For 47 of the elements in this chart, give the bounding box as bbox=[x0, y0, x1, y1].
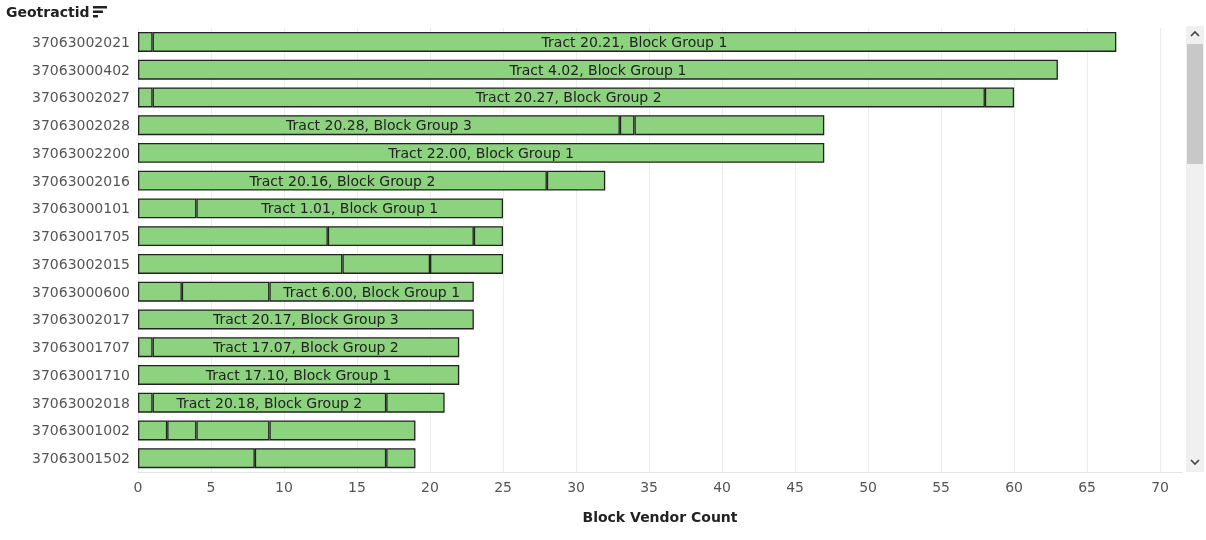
y-tick-label: 37063000101 bbox=[32, 200, 130, 217]
x-tick-label: 50 bbox=[859, 479, 877, 495]
bar bbox=[138, 142, 825, 163]
x-tick-label: 35 bbox=[640, 479, 658, 495]
y-tick-label: 37063001705 bbox=[32, 228, 130, 245]
data-label: Tract 17.07, Block Group 2 bbox=[212, 339, 399, 356]
data-label: Tract 20.28, Block Group 3 bbox=[285, 117, 472, 134]
data-label: Tract 20.17, Block Group 3 bbox=[212, 311, 399, 328]
y-tick-label: 37063002018 bbox=[32, 394, 130, 411]
y-tick-label: 37063000600 bbox=[32, 283, 130, 300]
x-tick-label: 0 bbox=[133, 479, 143, 495]
x-tick-label: 45 bbox=[786, 479, 804, 495]
x-tick-label: 15 bbox=[348, 479, 366, 495]
y-tick-label: 37063001502 bbox=[32, 450, 130, 467]
y-tick-label: 37063002015 bbox=[32, 255, 130, 272]
x-tick-label: 60 bbox=[1005, 479, 1023, 495]
data-label: Tract 6.00, Block Group 1 bbox=[282, 283, 461, 300]
y-tick-label: 37063002027 bbox=[32, 89, 130, 106]
data-label: Tract 1.01, Block Group 1 bbox=[260, 200, 439, 217]
x-tick-label: 30 bbox=[567, 479, 585, 495]
x-axis-title: Block Vendor Count bbox=[582, 509, 738, 525]
y-tick-label: 37063001707 bbox=[32, 339, 130, 356]
y-tick-label: 37063002200 bbox=[32, 144, 130, 161]
x-tick-label: 20 bbox=[421, 479, 439, 495]
y-tick-label: 37063002028 bbox=[32, 117, 130, 134]
x-tick-label: 10 bbox=[275, 479, 293, 495]
x-tick-label: 55 bbox=[932, 479, 950, 495]
data-label: Tract 20.21, Block Group 1 bbox=[540, 33, 728, 50]
y-tick-label: 37063002017 bbox=[32, 311, 130, 328]
data-label: Tract 17.10, Block Group 1 bbox=[204, 366, 392, 383]
data-label: Tract 22.00, Block Group 1 bbox=[387, 144, 575, 161]
x-tick-label: 5 bbox=[206, 479, 216, 495]
y-tick-label: 37063002016 bbox=[32, 172, 131, 189]
data-label: Tract 20.27, Block Group 2 bbox=[474, 89, 662, 106]
x-tick-label: 25 bbox=[494, 479, 512, 495]
y-tick-label: 37063000402 bbox=[32, 61, 130, 78]
x-tick-label: 70 bbox=[1151, 479, 1170, 495]
data-label: Tract 4.02, Block Group 1 bbox=[508, 61, 687, 78]
y-tick-label: 37063001710 bbox=[32, 366, 130, 383]
x-tick-label: 65 bbox=[1078, 479, 1097, 495]
y-tick-label: 37063001002 bbox=[32, 422, 130, 439]
y-axis-title: Geotractid bbox=[6, 4, 90, 20]
data-label: Tract 20.16, Block Group 2 bbox=[248, 172, 436, 189]
bar bbox=[138, 59, 1058, 80]
y-tick-label: 37063002021 bbox=[32, 33, 130, 50]
data-label: Tract 20.18, Block Group 2 bbox=[175, 394, 363, 411]
x-tick-label: 40 bbox=[713, 479, 731, 495]
